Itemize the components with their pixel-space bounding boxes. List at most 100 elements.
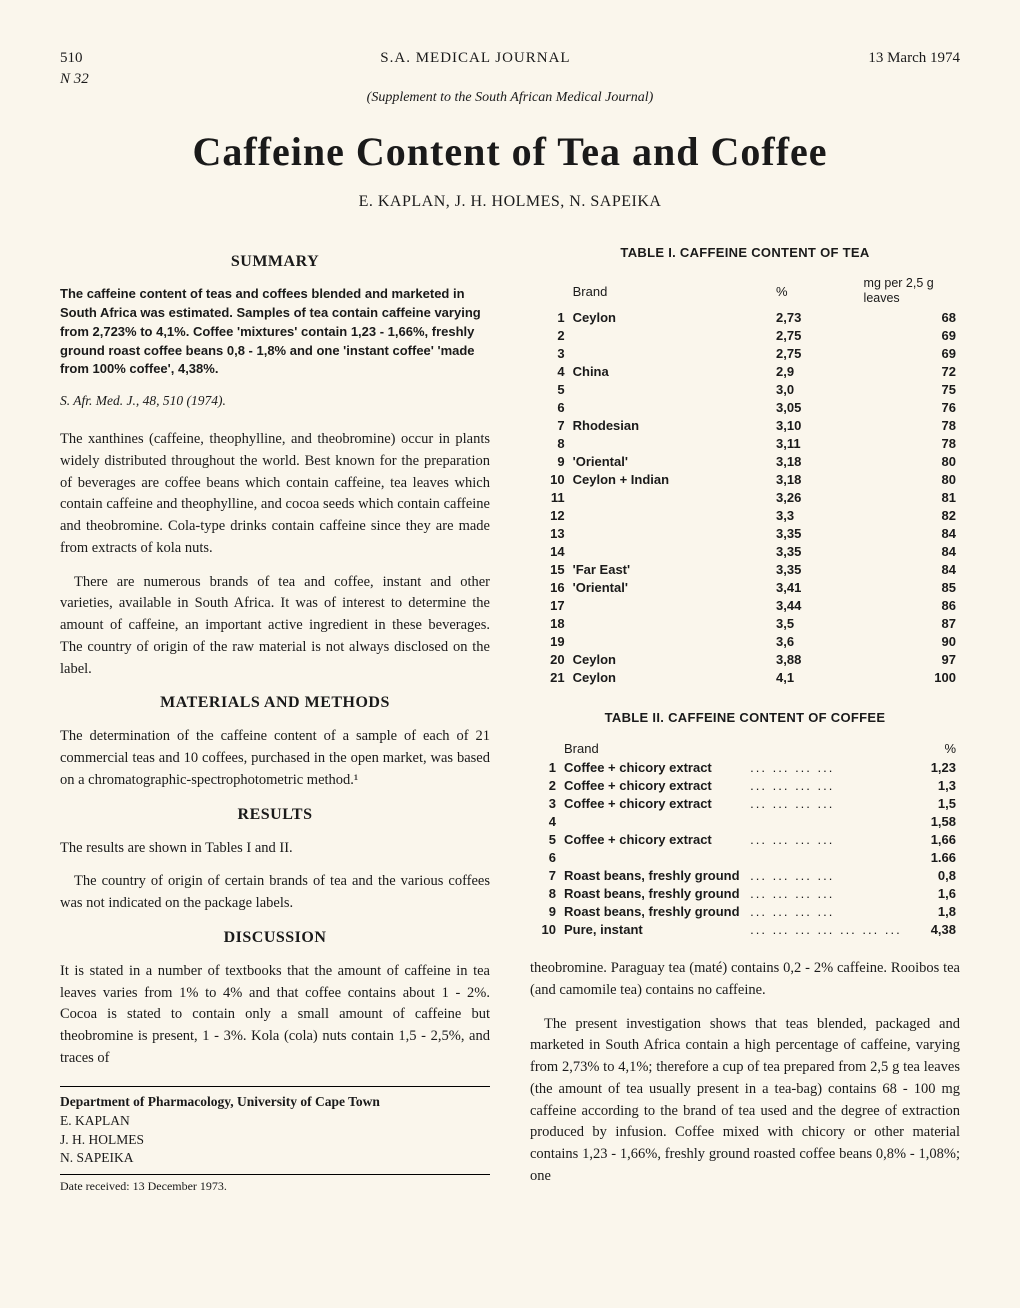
row-brand: 'Far East' [569,560,772,578]
table-row: 63,0576 [530,398,960,416]
row-num: 5 [530,380,569,398]
row-brand: Ceylon [569,668,772,686]
row-pct: 4,1 [772,668,860,686]
header-row-2: N 32 [60,69,960,88]
row-mg: 84 [860,524,960,542]
row-mg: 76 [860,398,960,416]
row-num: 9 [530,902,560,920]
table-2: Brand % 1Coffee + chicory extract... ...… [530,739,960,938]
row-num: 18 [530,614,569,632]
row-pct: 1.66 [908,848,960,866]
table-1: Brand % mg per 2,5 g leaves 1Ceylon2,736… [530,274,960,686]
left-column: SUMMARY The caffeine content of teas and… [60,239,490,1200]
header-supplement: (Supplement to the South African Medical… [60,90,960,106]
row-mg: 78 [860,416,960,434]
row-pct: 3,0 [772,380,860,398]
header-row: 510 S.A. MEDICAL JOURNAL 13 March 1974 [60,50,960,67]
row-brand [569,488,772,506]
table-row: 3Coffee + chicory extract... ... ... ...… [530,794,960,812]
table-row: 1Coffee + chicory extract... ... ... ...… [530,758,960,776]
row-num: 10 [530,470,569,488]
department-box: Department of Pharmacology, University o… [60,1086,490,1176]
table-row: 123,382 [530,506,960,524]
row-pct: 1,3 [908,776,960,794]
table-row: 15'Far East'3,3584 [530,560,960,578]
table-row: 113,2681 [530,488,960,506]
row-brand [560,812,746,830]
row-mg: 69 [860,326,960,344]
row-brand [569,614,772,632]
table-row: 9'Oriental'3,1880 [530,452,960,470]
dept-author-1: E. KAPLAN [60,1112,490,1131]
row-num: 2 [530,326,569,344]
row-brand [569,632,772,650]
table-row: 9Roast beans, freshly ground... ... ... … [530,902,960,920]
row-mg: 78 [860,434,960,452]
mm-p1: The determination of the caffeine conten… [60,726,490,791]
t2-head-brand: Brand [560,739,746,758]
row-brand [560,848,746,866]
table-row: 18 3,587 [530,614,960,632]
row-mg: 68 [860,308,960,326]
row-num: 10 [530,920,560,938]
row-brand [569,398,772,416]
row-brand: Ceylon [569,650,772,668]
row-mg: 72 [860,362,960,380]
table-row: 7Roast beans, freshly ground... ... ... … [530,866,960,884]
table-row: 1Ceylon2,7368 [530,308,960,326]
row-brand: Coffee + chicory extract [560,794,746,812]
citation: S. Afr. Med. J., 48, 510 (1974). [60,393,490,409]
right-p2: The present investigation shows that tea… [530,1014,960,1188]
row-num: 1 [530,308,569,326]
row-pct: 1,8 [908,902,960,920]
row-pct: 1,5 [908,794,960,812]
row-mg: 87 [860,614,960,632]
t1-head-brand: Brand [569,274,772,308]
row-brand: Coffee + chicory extract [560,830,746,848]
t1-head-mg: mg per 2,5 g leaves [860,274,960,308]
row-brand: Ceylon + Indian [569,470,772,488]
dept-author-3: N. SAPEIKA [60,1149,490,1168]
row-pct: 3,5 [772,614,860,632]
row-pct: 0,8 [908,866,960,884]
row-brand [569,506,772,524]
row-pct: 3,44 [772,596,860,614]
row-num: 7 [530,866,560,884]
t1-head-pct: % [772,274,860,308]
row-pct: 2,9 [772,362,860,380]
row-pct: 3,10 [772,416,860,434]
row-brand [569,596,772,614]
table-row: 5Coffee + chicory extract... ... ... ...… [530,830,960,848]
row-mg: 69 [860,344,960,362]
row-dots: ... ... ... ... ... ... ... [746,920,908,938]
row-pct: 3,6 [772,632,860,650]
row-pct: 4,38 [908,920,960,938]
row-brand [569,344,772,362]
table-row: 2 2,7569 [530,326,960,344]
row-num: 9 [530,452,569,470]
table-row: 32,7569 [530,344,960,362]
table-row: 4China2,972 [530,362,960,380]
row-brand [569,326,772,344]
row-num: 16 [530,578,569,596]
table-row: 8Roast beans, freshly ground... ... ... … [530,884,960,902]
row-pct: 3,35 [772,524,860,542]
row-num: 3 [530,794,560,812]
row-pct: 2,75 [772,326,860,344]
row-pct: 3,35 [772,542,860,560]
row-brand: China [569,362,772,380]
row-num: 6 [530,398,569,416]
results-p1: The results are shown in Tables I and II… [60,838,490,860]
row-num: 2 [530,776,560,794]
table-row: 53,075 [530,380,960,398]
row-brand: Roast beans, freshly ground [560,902,746,920]
row-brand [569,542,772,560]
row-brand [569,434,772,452]
row-num: 3 [530,344,569,362]
row-num: 17 [530,596,569,614]
row-brand [569,524,772,542]
row-num: 7 [530,416,569,434]
row-mg: 86 [860,596,960,614]
row-pct: 2,73 [772,308,860,326]
row-dots: ... ... ... ... [746,758,908,776]
